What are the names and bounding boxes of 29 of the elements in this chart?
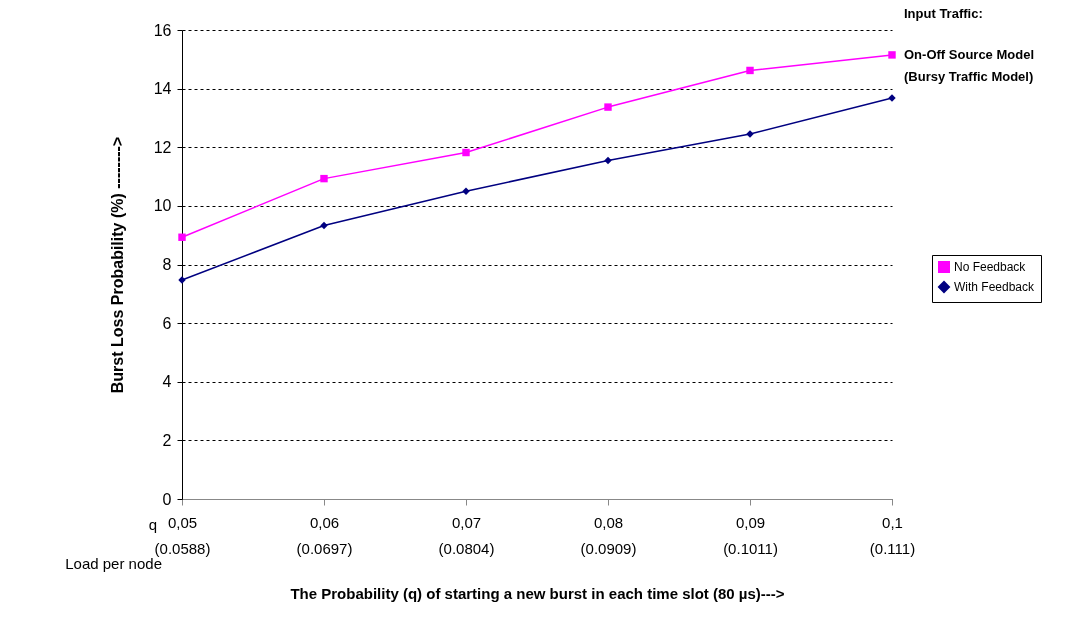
- y-tick-label: 16: [153, 21, 172, 39]
- x-tick-label: 0,1 (0.111): [869, 513, 916, 557]
- legend-label: With Feedback: [954, 280, 1036, 294]
- point: [178, 233, 186, 241]
- x-tick-label: 0,09 (0.1011): [723, 513, 778, 557]
- y-tick-label: 12: [153, 138, 172, 156]
- x-tick-label: 0,06 (0.0697): [296, 513, 353, 557]
- point: [462, 148, 470, 157]
- y-tick-label: 8: [162, 256, 172, 273]
- y-axis-title: Burst Loss Probability (%) -------->: [108, 136, 126, 394]
- point: [604, 103, 612, 111]
- legend-label: No Feedback: [954, 260, 1027, 274]
- y-tick-label: 6: [162, 314, 172, 332]
- point: [604, 156, 612, 165]
- y-tick-label: 0: [162, 490, 172, 508]
- y-tick-label: 2: [162, 431, 172, 449]
- point: [746, 66, 754, 75]
- y-tick-label: 14: [153, 80, 172, 98]
- x-tick-label: 0,08 (0.0909): [580, 513, 637, 557]
- point: [888, 51, 896, 59]
- y-tick-label: 10: [153, 197, 172, 215]
- x-axis-title: The Probability (q) of starting a new burst in each time slot (80 µs)--->: [290, 584, 785, 602]
- text: q: [148, 516, 157, 533]
- x-tick-label: 0,07 (0.0804): [438, 513, 495, 557]
- text: Input Traffic:: [904, 6, 983, 21]
- point: [320, 174, 328, 183]
- text: On-Off Source Model (Bursy Traffic Model): [904, 47, 1034, 84]
- point: [320, 221, 328, 230]
- y-tick-label: 4: [162, 373, 172, 391]
